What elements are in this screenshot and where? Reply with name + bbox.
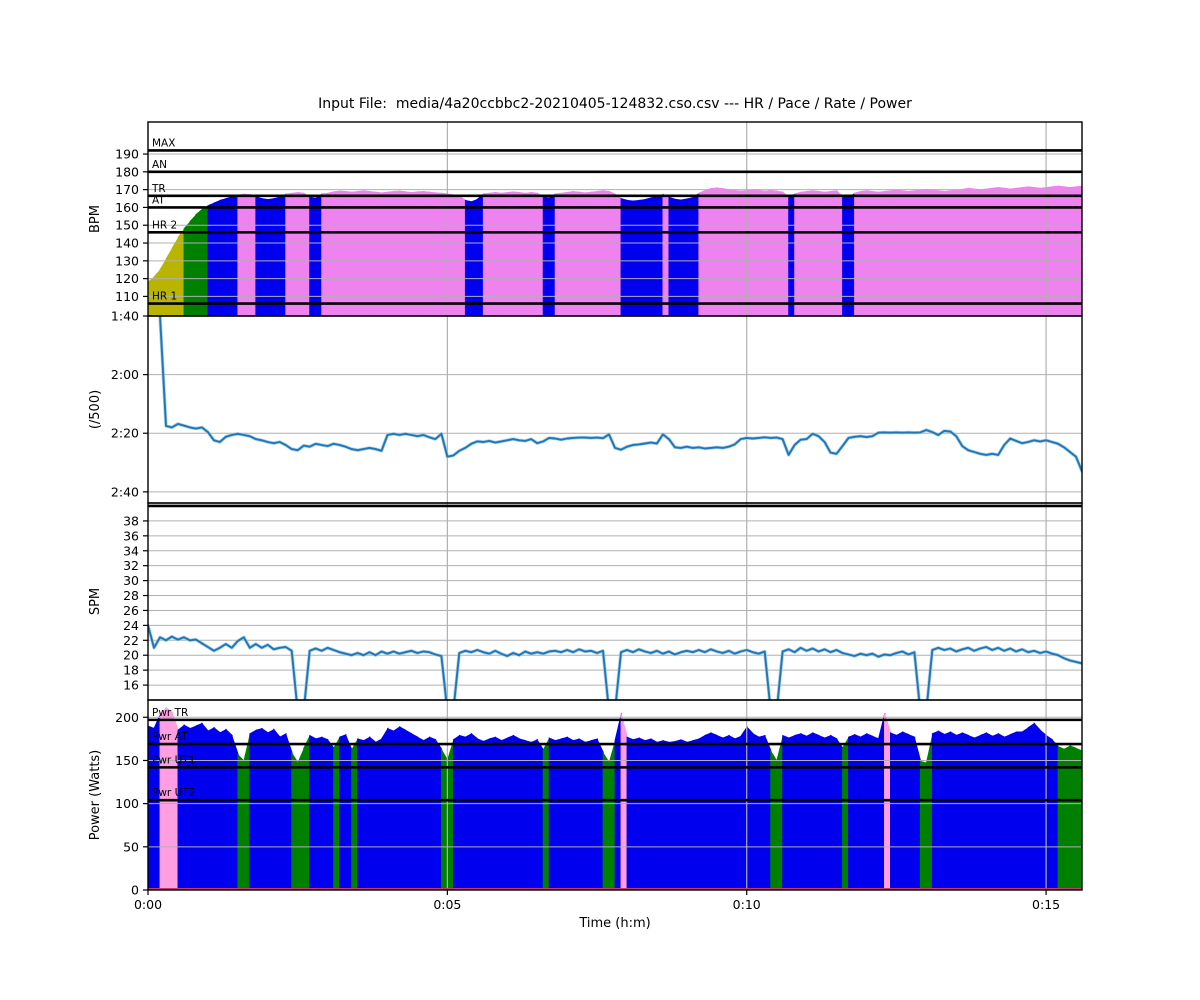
ytick-hr-160: 160	[115, 200, 139, 215]
ytick-spm-20: 20	[123, 648, 139, 663]
ytick-spm-26: 26	[123, 603, 139, 618]
ylabel-spm: SPM	[88, 588, 103, 615]
xtick-0-15: 0:15	[1032, 897, 1060, 912]
ytick-hr-170: 170	[115, 182, 139, 197]
ytick-pace-1-40: 1:40	[111, 309, 139, 324]
panel-power-thresholds: Pwr TR Pwr AT Pwr UT1 Pwr UT2	[148, 707, 1082, 802]
ytick-spm-32: 32	[123, 558, 139, 573]
ytick-power-200: 200	[115, 710, 139, 725]
threshold-label-pwr-ut1: Pwr UT1	[152, 754, 195, 766]
threshold-label-tr: TR	[151, 183, 166, 195]
ytick-spm-34: 34	[123, 543, 139, 558]
ytick-hr-120: 120	[115, 271, 139, 286]
ytick-spm-38: 38	[123, 513, 139, 528]
threshold-label-an: AN	[152, 159, 167, 171]
ytick-hr-130: 130	[115, 253, 139, 268]
panel-power-area	[148, 706, 1082, 890]
time-axis-label: Time (h:m)	[579, 916, 651, 931]
ytick-pace-2-20: 2:20	[111, 426, 139, 441]
ytick-spm-16: 16	[123, 678, 139, 693]
ytick-hr-190: 190	[115, 147, 139, 162]
ytick-spm-24: 24	[123, 618, 139, 633]
threshold-label-hr-1: HR 1	[152, 291, 177, 303]
ylabel-hr: BPM	[88, 205, 103, 233]
ytick-spm-30: 30	[123, 573, 139, 588]
panel-power-yaxis: 200 150 100 50 0 Power (Watts)	[88, 710, 148, 898]
xtick-0-10: 0:10	[733, 897, 761, 912]
panel-hr-yaxis: 190 180 170 160 150 140 130 120 110 BPM	[88, 147, 148, 304]
threshold-label-pwr-tr: Pwr TR	[152, 707, 188, 719]
ylabel-power: Power (Watts)	[88, 750, 103, 841]
xtick-0-00: 0:00	[134, 897, 162, 912]
threshold-label-hr-2: HR 2	[152, 219, 177, 231]
threshold-label-pwr-ut2: Pwr UT2	[152, 787, 195, 799]
panel-pace-border	[147, 315, 1083, 504]
ytick-spm-36: 36	[123, 528, 139, 543]
ytick-spm-28: 28	[123, 588, 139, 603]
ytick-hr-180: 180	[115, 164, 139, 179]
ytick-spm-22: 22	[123, 633, 139, 648]
ytick-power-100: 100	[115, 796, 139, 811]
panel-pace-line	[158, 316, 1082, 473]
xaxis: 0:00 0:05 0:10 0:15	[134, 890, 1060, 912]
ytick-power-50: 50	[123, 839, 139, 854]
ytick-hr-140: 140	[115, 236, 139, 251]
threshold-label-at: AT	[152, 194, 165, 206]
chart-title: Input File: media/4a20ccbbc2-20210405-12…	[318, 96, 912, 112]
ytick-power-0: 0	[131, 883, 139, 898]
threshold-label-pwr-at: Pwr AT	[152, 731, 188, 743]
panel-spm-line	[148, 623, 1082, 700]
panel-pace-yaxis: 1:40 2:00 2:20 2:40 (/500)	[88, 309, 148, 499]
ytick-pace-2-40: 2:40	[111, 484, 139, 499]
ytick-hr-110: 110	[115, 289, 139, 304]
xtick-0-05: 0:05	[433, 897, 461, 912]
ytick-pace-2-00: 2:00	[111, 367, 139, 382]
ytick-spm-18: 18	[123, 663, 139, 678]
ylabel-pace: (/500)	[88, 390, 103, 429]
ytick-power-150: 150	[115, 753, 139, 768]
ytick-hr-150: 150	[115, 218, 139, 233]
threshold-label-max: MAX	[152, 137, 175, 149]
panel-power-border	[147, 699, 1083, 891]
